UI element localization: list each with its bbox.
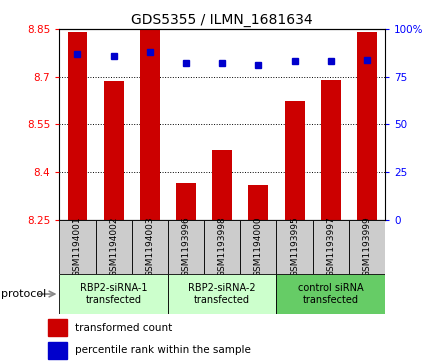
Text: GSM1194002: GSM1194002	[109, 217, 118, 277]
Text: GSM1194003: GSM1194003	[145, 216, 154, 277]
Text: percentile rank within the sample: percentile rank within the sample	[75, 345, 251, 355]
Text: GSM1194000: GSM1194000	[254, 216, 263, 277]
Bar	[68, 32, 88, 220]
Bar	[168, 220, 204, 274]
Bar	[240, 220, 276, 274]
Bar	[168, 274, 276, 314]
Bar	[48, 319, 67, 336]
Text: GSM1193995: GSM1193995	[290, 216, 299, 277]
Text: RBP2-siRNA-1
transfected: RBP2-siRNA-1 transfected	[80, 283, 147, 305]
Title: GDS5355 / ILMN_1681634: GDS5355 / ILMN_1681634	[132, 13, 313, 26]
Text: protocol: protocol	[1, 289, 46, 299]
Bar	[176, 183, 196, 220]
Bar	[349, 220, 385, 274]
Bar	[204, 220, 240, 274]
Bar	[48, 342, 67, 359]
Text: GSM1193999: GSM1193999	[363, 216, 371, 277]
Text: RBP2-siRNA-2
transfected: RBP2-siRNA-2 transfected	[188, 283, 256, 305]
Bar	[59, 274, 168, 314]
Bar	[313, 220, 349, 274]
Text: GSM1194001: GSM1194001	[73, 216, 82, 277]
Text: GSM1193997: GSM1193997	[326, 216, 335, 277]
Bar	[357, 32, 377, 220]
Bar	[276, 220, 313, 274]
Bar	[95, 220, 132, 274]
Text: GSM1193998: GSM1193998	[218, 216, 227, 277]
Text: GSM1193996: GSM1193996	[182, 216, 191, 277]
Bar	[285, 101, 304, 220]
Bar	[132, 220, 168, 274]
Bar	[249, 185, 268, 220]
Bar	[276, 274, 385, 314]
Bar	[59, 220, 95, 274]
Text: transformed count: transformed count	[75, 323, 172, 333]
Text: control siRNA
transfected: control siRNA transfected	[298, 283, 363, 305]
Bar	[212, 150, 232, 220]
Bar	[140, 28, 160, 220]
Bar	[104, 81, 124, 220]
Bar	[321, 80, 341, 220]
